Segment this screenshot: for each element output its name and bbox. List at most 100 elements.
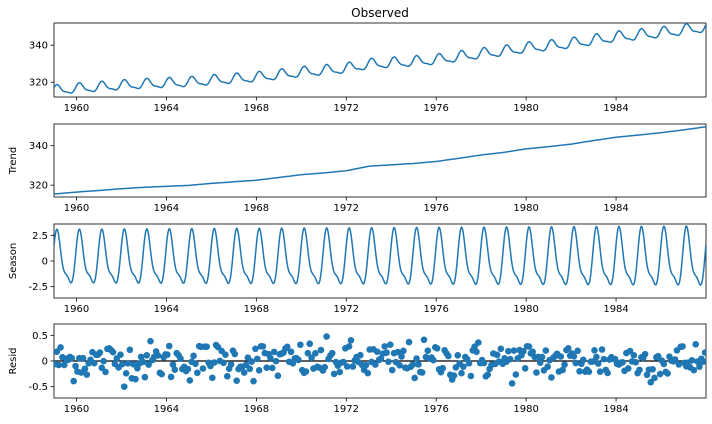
resid-point xyxy=(576,367,583,375)
resid-point xyxy=(467,372,475,380)
resid-point xyxy=(210,359,218,366)
resid-point xyxy=(317,346,325,354)
resid-point xyxy=(589,358,596,365)
resid-point xyxy=(388,366,396,374)
resid-point xyxy=(660,360,668,368)
y-axis-label: Resid xyxy=(8,348,19,375)
x-tick-label: 1980 xyxy=(513,404,538,415)
resid-point xyxy=(304,349,312,357)
resid-point xyxy=(240,369,248,376)
resid-point xyxy=(525,343,533,350)
x-tick-label: 1964 xyxy=(154,103,179,114)
resid-point xyxy=(520,347,527,355)
x-tick-label: 1984 xyxy=(603,203,628,214)
resid-point xyxy=(343,363,351,370)
resid-point xyxy=(145,361,152,368)
y-tick-label: -2.5 xyxy=(28,282,48,293)
resid-point xyxy=(120,383,128,390)
resid-point xyxy=(460,363,467,371)
resid-point xyxy=(396,362,403,369)
resid-point xyxy=(508,380,516,387)
resid-point xyxy=(626,347,634,355)
resid-point xyxy=(139,358,147,366)
x-tick-label: 1976 xyxy=(423,304,448,315)
resid-point xyxy=(598,346,606,353)
x-tick-label: 1968 xyxy=(244,203,269,214)
resid-point xyxy=(141,373,149,381)
resid-point xyxy=(297,341,304,349)
resid-point xyxy=(654,352,662,360)
resid-point xyxy=(184,365,192,373)
resid-point xyxy=(308,354,315,362)
resid-point xyxy=(454,352,462,359)
x-tick-label: 1972 xyxy=(334,103,359,114)
resid-point xyxy=(312,349,319,357)
resid-point xyxy=(696,363,703,370)
resid-point xyxy=(643,371,651,379)
resid-point xyxy=(102,368,109,376)
resid-point xyxy=(529,348,536,356)
x-tick-label: 1960 xyxy=(64,304,89,315)
resid-point xyxy=(373,348,381,355)
resid-point xyxy=(55,361,62,369)
resid-point xyxy=(596,368,604,375)
resid-point xyxy=(512,371,520,378)
resid-point xyxy=(649,365,656,373)
resid-point xyxy=(387,341,394,348)
resid-point xyxy=(574,347,581,355)
resid-point xyxy=(542,347,550,354)
resid-point xyxy=(690,366,698,374)
resid-point xyxy=(418,369,426,376)
x-tick-label: 1968 xyxy=(244,404,269,415)
resid-point xyxy=(259,343,267,350)
resid-point xyxy=(167,373,175,381)
resid-point xyxy=(119,360,126,368)
x-tick-label: 1980 xyxy=(513,203,538,214)
resid-point xyxy=(604,369,611,377)
y-axis-label: Trend xyxy=(8,147,19,175)
season-line xyxy=(54,225,706,286)
x-tick-label: 1984 xyxy=(603,404,628,415)
y-tick-label: 320 xyxy=(29,181,48,192)
resid-point xyxy=(100,357,107,365)
resid-point xyxy=(224,372,231,380)
resid-point xyxy=(688,357,696,364)
resid-point xyxy=(480,359,488,367)
resid-point xyxy=(405,338,413,346)
resid-point xyxy=(321,363,329,371)
resid-point xyxy=(465,360,473,367)
resid-point xyxy=(647,378,655,386)
resid-point xyxy=(600,355,608,363)
resid-point xyxy=(533,369,540,376)
resid-point xyxy=(124,360,132,367)
resid-point xyxy=(521,365,529,372)
resid-point xyxy=(177,355,184,362)
resid-point xyxy=(164,351,171,358)
resid-point xyxy=(385,358,392,366)
panel-2: 1960 1964 1968 1972 1976 1980 1984 320 340 Trend xyxy=(8,123,707,214)
resid-point xyxy=(445,352,452,360)
resid-point xyxy=(268,364,276,372)
x-tick-label: 1968 xyxy=(244,103,269,114)
resid-point xyxy=(122,370,130,377)
resid-point xyxy=(154,352,162,359)
resid-point xyxy=(336,368,344,376)
resid-point xyxy=(394,348,402,356)
axes-frame xyxy=(53,123,707,198)
resid-point xyxy=(137,353,145,361)
resid-point xyxy=(255,367,263,374)
x-tick-label: 1964 xyxy=(154,203,179,214)
resid-point xyxy=(295,356,302,364)
resid-point xyxy=(306,340,314,348)
resid-point xyxy=(548,374,555,381)
resid-point xyxy=(656,370,664,378)
resid-point xyxy=(347,337,355,344)
x-tick-label: 1984 xyxy=(603,304,628,315)
resid-point xyxy=(171,366,179,373)
resid-point xyxy=(430,356,437,364)
resid-point xyxy=(68,354,76,362)
resid-point xyxy=(420,336,428,344)
resid-point xyxy=(222,351,229,358)
resid-point xyxy=(252,345,259,353)
resid-point xyxy=(559,366,566,374)
